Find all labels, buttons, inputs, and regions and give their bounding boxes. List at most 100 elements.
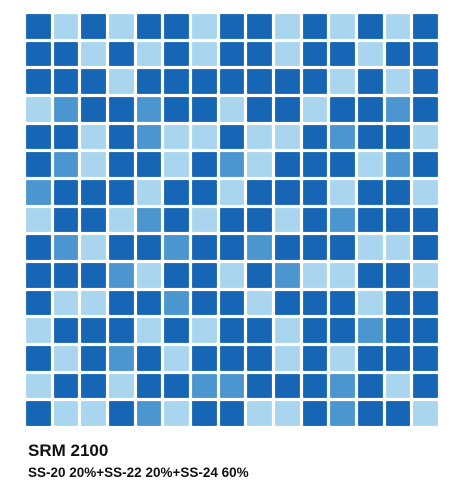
mosaic-tile-ss-24: [330, 290, 355, 316]
mosaic-tile-ss-24: [413, 345, 438, 371]
mosaic-tile-ss-24: [302, 345, 328, 371]
mosaic-tile-ss-24: [53, 373, 79, 399]
mosaic-tile-ss-24: [81, 262, 106, 288]
mosaic-tile-ss-20: [357, 41, 383, 67]
mosaic-tile-ss-20: [247, 124, 272, 150]
mosaic-tile-ss-20: [219, 179, 245, 205]
mosaic-tile-ss-24: [274, 290, 300, 316]
mosaic-tile-ss-24: [164, 41, 189, 67]
mosaic-tile-ss-24: [219, 69, 245, 94]
mosaic-tile-ss-20: [53, 345, 79, 371]
mosaic-tile-ss-24: [191, 345, 217, 371]
mosaic-tile-ss-24: [136, 345, 162, 371]
mosaic-tile-ss-20: [274, 318, 300, 343]
mosaic-tile-ss-22: [191, 373, 217, 399]
mosaic-tile-ss-22: [330, 373, 355, 399]
mosaic-tile-ss-20: [413, 179, 438, 205]
mosaic-tile-ss-24: [274, 235, 300, 260]
mosaic-tile-ss-24: [81, 14, 106, 39]
mosaic-tile-ss-24: [164, 207, 189, 233]
mosaic-tile-ss-20: [330, 262, 355, 288]
mosaic-tile-ss-22: [330, 401, 355, 426]
mosaic-tile-ss-24: [26, 401, 51, 426]
mosaic-tile-ss-24: [302, 124, 328, 150]
mosaic-tile-ss-20: [413, 124, 438, 150]
mosaic-tile-ss-24: [357, 124, 383, 150]
mosaic-tile-ss-24: [164, 262, 189, 288]
mosaic-tile-ss-20: [136, 179, 162, 205]
mosaic-tile-ss-20: [81, 152, 106, 177]
mosaic-tile-ss-20: [26, 373, 51, 399]
mosaic-tile-ss-20: [53, 14, 79, 39]
mosaic-tile-ss-24: [274, 373, 300, 399]
mosaic-tile-ss-24: [81, 207, 106, 233]
mosaic-tile-ss-22: [53, 235, 79, 260]
mosaic-tile-ss-22: [136, 124, 162, 150]
mosaic-tile-ss-24: [81, 373, 106, 399]
mosaic-tile-ss-20: [274, 124, 300, 150]
mosaic-tile-ss-24: [164, 318, 189, 343]
mosaic-tile-ss-24: [136, 373, 162, 399]
mosaic-tile-ss-20: [247, 290, 272, 316]
mosaic-tile-ss-22: [53, 96, 79, 122]
mosaic-tile-ss-24: [302, 179, 328, 205]
mosaic-tile-ss-24: [302, 207, 328, 233]
mosaic-tile-ss-24: [330, 235, 355, 260]
mosaic-tile-ss-24: [26, 345, 51, 371]
mosaic-tile-ss-20: [191, 14, 217, 39]
mosaic-tile-ss-24: [108, 41, 134, 67]
mosaic-tile-ss-24: [164, 179, 189, 205]
mosaic-tile-ss-20: [385, 14, 411, 39]
mosaic-tile-ss-24: [385, 124, 411, 150]
mosaic-tile-ss-24: [413, 14, 438, 39]
mosaic-tile-ss-24: [274, 69, 300, 94]
mosaic-tile-ss-24: [247, 96, 272, 122]
mosaic-tile-ss-24: [274, 152, 300, 177]
mosaic-tile-ss-24: [274, 179, 300, 205]
mosaic-tile-ss-24: [413, 235, 438, 260]
mosaic-tile-ss-24: [26, 124, 51, 150]
mosaic-tile-ss-20: [136, 41, 162, 67]
mosaic-tile-ss-24: [108, 235, 134, 260]
mosaic-tile-ss-24: [330, 96, 355, 122]
mosaic-tile-ss-24: [413, 318, 438, 343]
mosaic-tile-ss-24: [108, 179, 134, 205]
mosaic-tile-ss-20: [191, 318, 217, 343]
mosaic-tile-ss-24: [385, 262, 411, 288]
mosaic-tile-ss-22: [385, 96, 411, 122]
mosaic-tile-ss-24: [81, 318, 106, 343]
mosaic-tile-ss-24: [302, 401, 328, 426]
mosaic-tile-ss-20: [81, 290, 106, 316]
mosaic-tile-ss-20: [274, 207, 300, 233]
mosaic-tile-ss-20: [108, 69, 134, 94]
mosaic-tile-ss-20: [108, 373, 134, 399]
mosaic-tile-ss-24: [413, 373, 438, 399]
mosaic-tile-ss-24: [302, 318, 328, 343]
mosaic-tile-ss-24: [274, 96, 300, 122]
mosaic-tile-ss-24: [247, 318, 272, 343]
mosaic-tile-ss-22: [136, 96, 162, 122]
mosaic-tile-ss-22: [136, 207, 162, 233]
mosaic-tile-ss-20: [385, 69, 411, 94]
mosaic-tile-ss-24: [191, 179, 217, 205]
mosaic-tile-ss-24: [302, 235, 328, 260]
mosaic-tile-ss-20: [302, 262, 328, 288]
mosaic-tile-ss-24: [136, 235, 162, 260]
mosaic-tile-ss-24: [219, 290, 245, 316]
mosaic-tile-ss-22: [108, 345, 134, 371]
mosaic-tile-ss-22: [108, 262, 134, 288]
mosaic-tile-ss-20: [164, 152, 189, 177]
mosaic-tile-ss-24: [26, 14, 51, 39]
mosaic-tile-ss-20: [274, 401, 300, 426]
mosaic-tile-ss-24: [164, 373, 189, 399]
mosaic-tile-ss-20: [385, 373, 411, 399]
mosaic-tile-ss-20: [136, 262, 162, 288]
mosaic-tile-ss-24: [108, 401, 134, 426]
mosaic-tile-ss-24: [219, 401, 245, 426]
mosaic-tile-ss-24: [81, 69, 106, 94]
mosaic-tile-ss-24: [219, 41, 245, 67]
mosaic-tile-ss-24: [26, 290, 51, 316]
mosaic-tile-ss-22: [26, 179, 51, 205]
mosaic-tile-ss-24: [53, 179, 79, 205]
mosaic-tile-ss-24: [302, 14, 328, 39]
